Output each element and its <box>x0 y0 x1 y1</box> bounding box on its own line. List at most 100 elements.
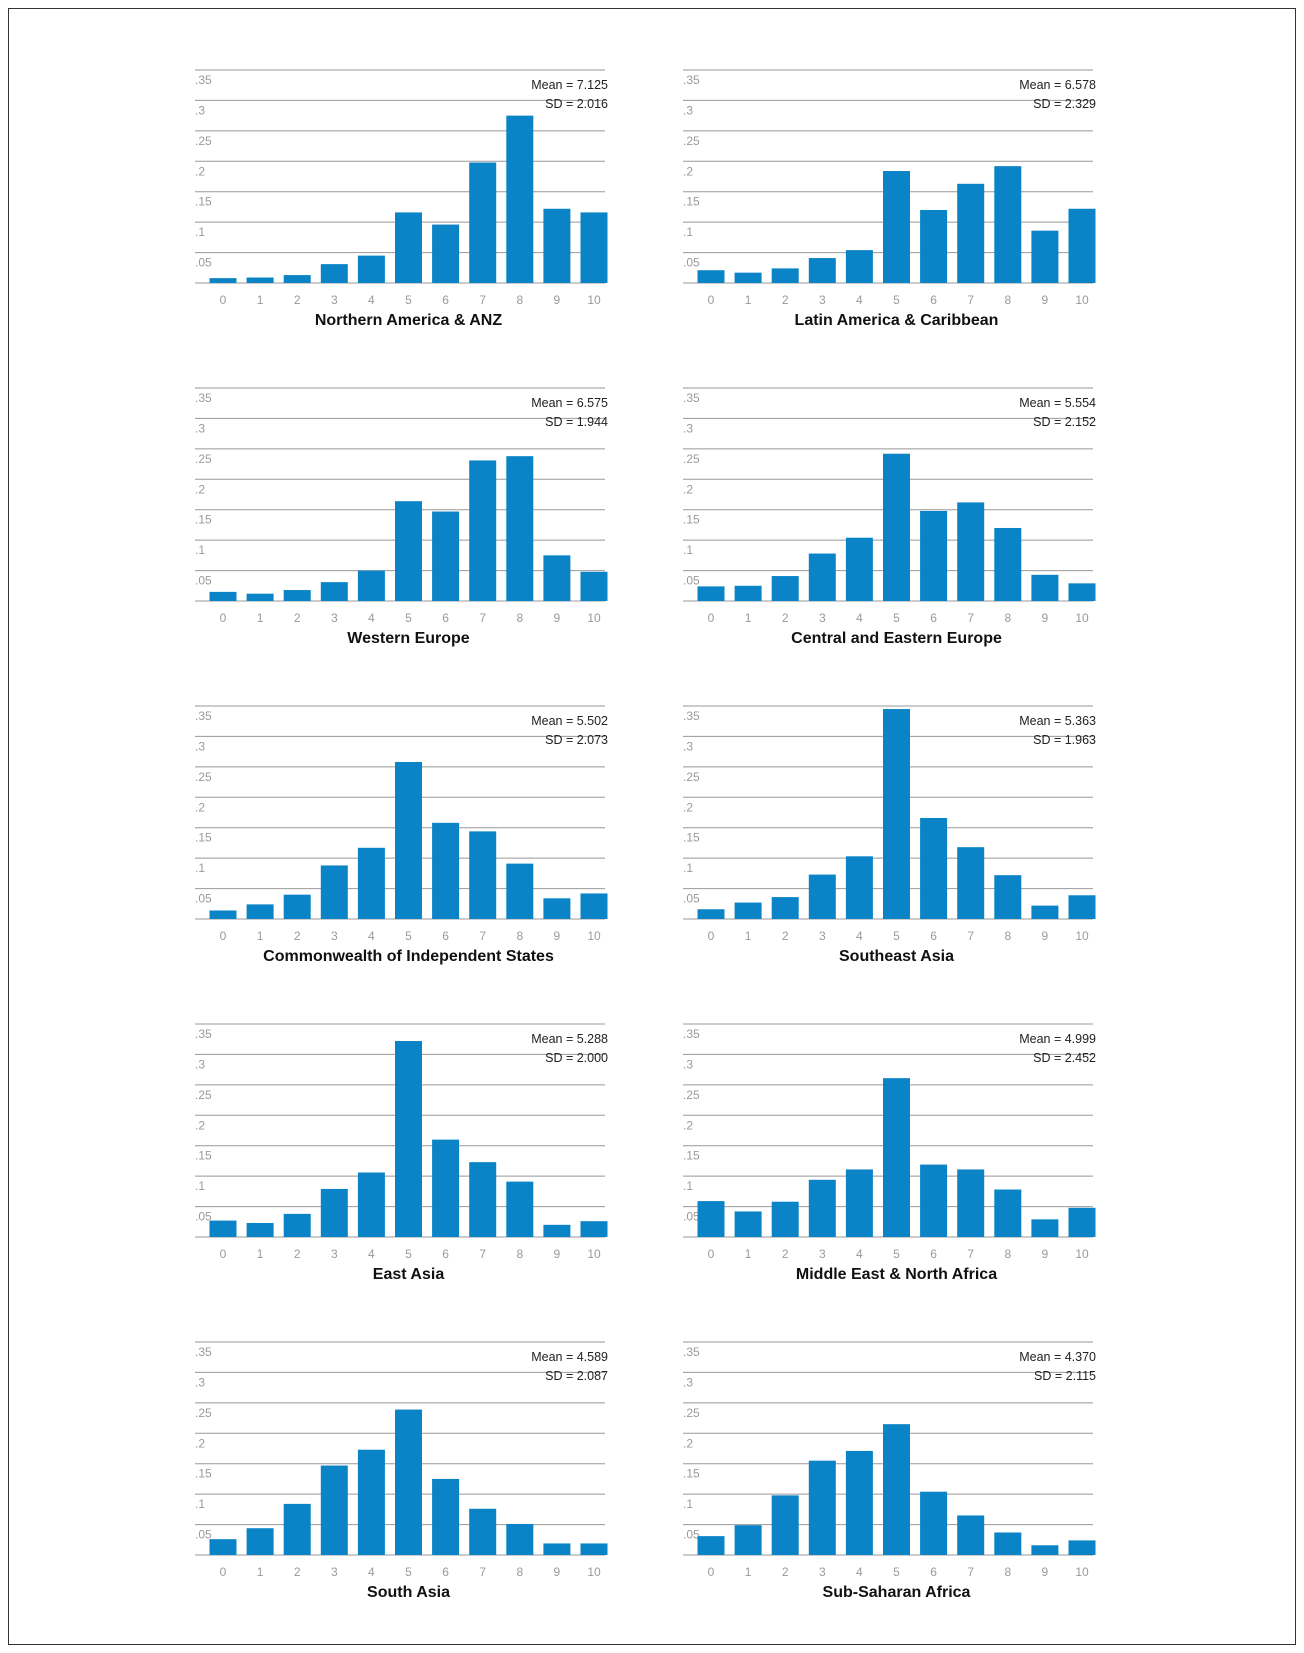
bar <box>845 250 873 283</box>
y-tick-label: .3 <box>683 1057 693 1071</box>
x-tick-label: 5 <box>893 929 900 943</box>
y-tick-label: .05 <box>683 892 700 906</box>
mean-label: Mean = 5.502 <box>531 714 608 728</box>
x-tick-label: 8 <box>516 1565 523 1579</box>
y-tick-label: .1 <box>195 1497 205 1511</box>
chart-panel: .05 .1 .15 .2 .25 .3 .35 0 1 2 3 4 5 6 7 8 9 10 Mean = 5.2… <box>195 1023 615 1324</box>
bar <box>994 1532 1022 1555</box>
y-tick-label: .25 <box>195 134 212 148</box>
bar <box>845 537 873 601</box>
bar <box>395 761 422 919</box>
x-tick-label: 1 <box>745 293 752 307</box>
x-tick-label: 8 <box>1004 1247 1011 1261</box>
x-tick-label: 0 <box>708 611 715 625</box>
mean-label: Mean = 5.363 <box>1019 714 1096 728</box>
x-tick-label: 3 <box>819 929 826 943</box>
bar <box>432 511 460 601</box>
bar <box>920 1164 948 1237</box>
x-tick-label: 9 <box>1042 293 1049 307</box>
bar <box>506 1523 534 1555</box>
bar <box>580 571 608 601</box>
x-tick-label: 6 <box>930 293 937 307</box>
y-tick-label: .2 <box>683 482 693 496</box>
bar <box>246 593 274 601</box>
bar <box>395 1409 422 1555</box>
y-tick-label: .15 <box>683 1149 700 1163</box>
y-tick-label: .1 <box>195 543 205 557</box>
chart-title: Sub-Saharan Africa <box>823 1584 971 1601</box>
mean-label: Mean = 6.578 <box>1019 78 1096 92</box>
x-tick-label: 7 <box>479 929 486 943</box>
bar <box>697 586 725 601</box>
bar <box>883 171 910 283</box>
y-tick-label: .35 <box>195 1345 212 1359</box>
x-tick-label: 4 <box>856 293 863 307</box>
bar <box>734 272 762 283</box>
y-tick-label: .1 <box>683 225 693 239</box>
bar <box>920 1491 948 1555</box>
y-tick-label: .1 <box>195 861 205 875</box>
bar <box>808 1460 836 1555</box>
x-tick-label: 5 <box>405 293 412 307</box>
y-tick-label: .3 <box>195 1057 205 1071</box>
x-tick-label: 4 <box>856 1565 863 1579</box>
x-tick-label: 5 <box>893 1247 900 1261</box>
y-tick-label: .2 <box>683 164 693 178</box>
bar <box>734 1211 762 1237</box>
x-tick-label: 3 <box>331 1247 338 1261</box>
bar <box>771 1201 799 1237</box>
x-tick-label: 6 <box>930 929 937 943</box>
x-tick-label: 2 <box>294 1247 301 1261</box>
x-tick-label: 6 <box>442 611 449 625</box>
x-tick-label: 10 <box>587 929 601 943</box>
bar <box>469 460 497 601</box>
bar <box>994 527 1022 601</box>
x-tick-label: 6 <box>442 929 449 943</box>
y-tick-label: .05 <box>683 256 700 270</box>
bar <box>469 162 497 283</box>
x-tick-label: 7 <box>967 611 974 625</box>
x-tick-label: 0 <box>220 929 227 943</box>
x-tick-label: 2 <box>782 1565 789 1579</box>
x-tick-label: 1 <box>257 611 264 625</box>
bar-chart: .05 .1 .15 .2 .25 .3 .35 0 1 2 3 4 5 6 7 8 9 10 Mean = 5.5… <box>195 705 608 965</box>
bar <box>1068 1207 1096 1237</box>
x-tick-label: 0 <box>220 293 227 307</box>
bar <box>246 277 274 283</box>
x-tick-label: 7 <box>479 1565 486 1579</box>
y-tick-label: .25 <box>195 770 212 784</box>
x-tick-label: 4 <box>368 611 375 625</box>
bar <box>357 847 385 919</box>
bar-chart: .05 .1 .15 .2 .25 .3 .35 0 1 2 3 4 5 6 7 8 9 10 Mean = 4.9… <box>683 1023 1096 1283</box>
bar <box>320 1465 348 1555</box>
y-tick-label: .2 <box>195 1118 205 1132</box>
bar-chart: .05 .1 .15 .2 .25 .3 .35 0 1 2 3 4 5 6 7 8 9 10 Mean = 5.2… <box>195 1023 608 1283</box>
chart-panel: .05 .1 .15 .2 .25 .3 .35 0 1 2 3 4 5 6 7 8 9 10 Mean = 5.3… <box>683 705 1103 1006</box>
bar <box>432 1139 460 1237</box>
chart-panel: .05 .1 .15 .2 .25 .3 .35 0 1 2 3 4 5 6 7 8 9 10 Mean = 4.5… <box>195 1341 615 1642</box>
y-tick-label: .15 <box>195 195 212 209</box>
y-tick-label: .25 <box>195 1088 212 1102</box>
y-tick-label: .35 <box>683 709 700 723</box>
x-tick-label: 2 <box>782 611 789 625</box>
bar <box>771 897 799 919</box>
y-tick-label: .25 <box>683 134 700 148</box>
y-tick-label: .15 <box>683 195 700 209</box>
sd-label: SD = 1.944 <box>545 415 608 429</box>
x-tick-label: 10 <box>587 293 601 307</box>
y-tick-label: .3 <box>195 421 205 435</box>
y-tick-label: .25 <box>683 1406 700 1420</box>
bar <box>697 1201 725 1237</box>
y-tick-label: .15 <box>195 831 212 845</box>
x-tick-label: 0 <box>220 1565 227 1579</box>
x-tick-label: 8 <box>516 929 523 943</box>
bar <box>580 893 608 919</box>
bar <box>883 1078 910 1237</box>
x-tick-label: 3 <box>819 293 826 307</box>
x-tick-label: 5 <box>893 293 900 307</box>
bar <box>845 1169 873 1237</box>
y-tick-label: .2 <box>195 800 205 814</box>
bar <box>994 1189 1022 1237</box>
chart-panel: .05 .1 .15 .2 .25 .3 .35 0 1 2 3 4 5 6 7 8 9 10 Mean = 4.3… <box>683 1341 1103 1642</box>
y-tick-label: .1 <box>683 543 693 557</box>
